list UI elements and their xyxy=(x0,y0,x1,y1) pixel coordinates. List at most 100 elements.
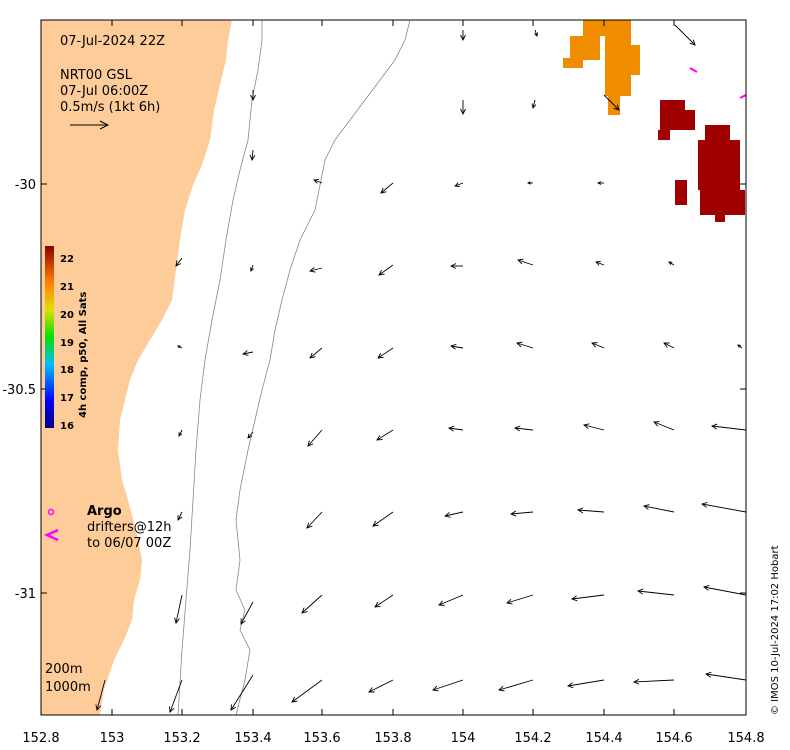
x-tick-label: 153.4 xyxy=(234,731,271,746)
current-vector xyxy=(175,594,183,624)
current-vector-head xyxy=(249,154,256,162)
argo-label: Argo xyxy=(87,504,122,519)
current-vector-head xyxy=(301,607,308,614)
map-timestamp: 07-Jul-2024 22Z xyxy=(60,34,165,49)
current-vector xyxy=(240,601,254,625)
current-vector xyxy=(591,342,605,349)
x-tick-label: 154 xyxy=(451,731,476,746)
colorbar xyxy=(45,246,54,428)
current-vector-head xyxy=(509,510,517,517)
current-vector-head xyxy=(368,687,375,693)
current-vector xyxy=(96,679,106,711)
y-tick-label: -30 xyxy=(15,178,36,193)
current-vector-head xyxy=(643,504,650,510)
current-vector xyxy=(516,342,534,349)
current-vector-head xyxy=(595,261,601,266)
current-vector xyxy=(247,431,254,439)
current-vector-head xyxy=(591,342,598,348)
current-vector xyxy=(534,29,538,37)
current-vector xyxy=(506,594,534,604)
current-vector xyxy=(643,505,675,513)
current-vector-head xyxy=(376,434,383,441)
y-tick-label: -31 xyxy=(15,587,36,602)
drifters-label: drifters@12h xyxy=(87,520,172,535)
current-vector xyxy=(637,590,675,596)
current-vector-head xyxy=(653,421,660,427)
current-vector xyxy=(169,679,183,713)
y-tick-label: -30.5 xyxy=(2,383,36,398)
current-vector-head xyxy=(460,108,466,116)
drifters-period: to 06/07 00Z xyxy=(87,536,172,551)
current-vectors xyxy=(95,24,746,713)
current-vector xyxy=(583,424,605,431)
current-vector-head xyxy=(242,350,249,356)
current-vector-head xyxy=(517,258,524,265)
x-tick-label: 154.2 xyxy=(514,731,551,746)
scale-arrow xyxy=(70,120,110,130)
source-line: NRT00 GSL xyxy=(60,68,132,83)
x-tick-label: 153 xyxy=(100,731,125,746)
current-vector xyxy=(242,351,254,355)
current-vector xyxy=(517,259,534,266)
isobath-1000m xyxy=(235,20,411,715)
current-vector xyxy=(701,503,746,513)
current-vector-head xyxy=(576,507,584,514)
current-vector xyxy=(301,594,323,614)
current-vector-head xyxy=(534,32,538,37)
current-vector-head xyxy=(95,704,102,711)
current-vector-head xyxy=(374,601,381,608)
current-vector xyxy=(438,594,464,606)
current-vector xyxy=(307,429,323,447)
current-vector xyxy=(380,182,394,194)
current-vector xyxy=(711,425,746,431)
current-vector xyxy=(306,511,323,529)
current-vector-head xyxy=(514,425,521,432)
current-vector-head xyxy=(571,595,578,602)
current-vector xyxy=(571,594,605,600)
scale-label: 0.5m/s (1kt 6h) xyxy=(60,100,161,115)
current-vector-head xyxy=(701,502,708,508)
current-vector xyxy=(444,511,464,517)
x-axis: 152.8 153 153.2 153.4 153.6 153.8 154 154.2 154.… xyxy=(22,20,765,746)
isobath-200m-label: 200m xyxy=(45,662,83,677)
current-vector xyxy=(703,586,746,596)
colorbar-tick: 17 xyxy=(60,393,74,404)
current-vector-head xyxy=(309,267,316,273)
current-vector-head xyxy=(309,352,316,359)
current-vector xyxy=(510,511,534,515)
current-vector-head xyxy=(230,704,237,711)
current-vector-head xyxy=(703,585,710,591)
current-vector xyxy=(178,429,183,437)
current-vector xyxy=(603,94,620,111)
current-vector xyxy=(378,264,394,276)
current-vector-head xyxy=(168,706,175,713)
current-vector xyxy=(705,673,746,681)
current-vector xyxy=(313,179,323,184)
current-vector xyxy=(532,99,536,109)
current-vector-head xyxy=(526,181,531,185)
current-vector-head xyxy=(711,423,718,430)
current-vector xyxy=(230,674,254,711)
current-vector-head xyxy=(175,260,182,267)
current-vector-head xyxy=(177,345,181,349)
current-vector-head xyxy=(516,341,523,348)
colorbar-tick: 16 xyxy=(60,421,74,432)
current-vector-head xyxy=(531,103,537,109)
current-vector xyxy=(368,679,394,693)
current-vector-head xyxy=(177,515,183,521)
x-tick-label: 152.8 xyxy=(22,731,59,746)
x-tick-label: 153.2 xyxy=(163,731,200,746)
drifter-marker-icon xyxy=(43,528,59,542)
x-tick-label: 153.8 xyxy=(374,731,411,746)
current-vector xyxy=(177,511,183,521)
current-vector-head xyxy=(613,104,620,111)
current-vector-head xyxy=(291,696,298,703)
current-vector-head xyxy=(250,94,256,102)
source-time: 07-Jul 06:00Z xyxy=(60,84,149,99)
colorbar-tick: 20 xyxy=(60,310,74,321)
current-vector-head xyxy=(689,39,696,46)
colorbar-tick: 21 xyxy=(60,282,74,293)
current-vector xyxy=(567,679,605,687)
colorbar-tick: 19 xyxy=(60,338,74,349)
current-vector-head xyxy=(449,263,457,269)
